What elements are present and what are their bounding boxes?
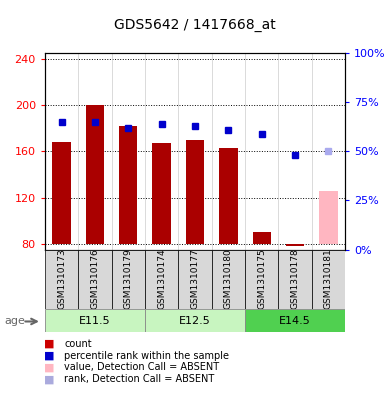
Bar <box>186 140 204 244</box>
Text: ■: ■ <box>44 339 54 349</box>
Bar <box>45 309 145 332</box>
Bar <box>286 244 304 246</box>
Bar <box>52 142 71 244</box>
Bar <box>319 191 338 244</box>
Bar <box>312 250 345 309</box>
Text: age: age <box>4 316 25 327</box>
Bar <box>212 250 245 309</box>
Bar <box>78 250 112 309</box>
Bar <box>145 309 245 332</box>
Text: ■: ■ <box>44 374 54 384</box>
Bar <box>245 250 278 309</box>
Text: GSM1310177: GSM1310177 <box>190 249 200 309</box>
Text: E14.5: E14.5 <box>279 316 311 326</box>
Bar <box>245 309 345 332</box>
Text: E12.5: E12.5 <box>179 316 211 326</box>
Text: GSM1310179: GSM1310179 <box>124 249 133 309</box>
Bar <box>152 143 171 244</box>
Text: GSM1310178: GSM1310178 <box>291 249 300 309</box>
Text: GSM1310175: GSM1310175 <box>257 249 266 309</box>
Text: GSM1310180: GSM1310180 <box>224 249 233 309</box>
Bar <box>86 105 104 244</box>
Bar <box>119 126 137 244</box>
Text: GDS5642 / 1417668_at: GDS5642 / 1417668_at <box>114 18 276 32</box>
Text: rank, Detection Call = ABSENT: rank, Detection Call = ABSENT <box>64 374 214 384</box>
Bar <box>253 232 271 244</box>
Bar <box>45 250 78 309</box>
Text: GSM1310174: GSM1310174 <box>157 249 166 309</box>
Bar <box>112 250 145 309</box>
Text: count: count <box>64 339 92 349</box>
Text: GSM1310173: GSM1310173 <box>57 249 66 309</box>
Text: percentile rank within the sample: percentile rank within the sample <box>64 351 229 361</box>
Text: GSM1310176: GSM1310176 <box>90 249 99 309</box>
Text: ■: ■ <box>44 351 54 361</box>
Text: E11.5: E11.5 <box>79 316 111 326</box>
Text: GSM1310181: GSM1310181 <box>324 249 333 309</box>
Bar <box>145 250 178 309</box>
Bar <box>278 250 312 309</box>
Text: ■: ■ <box>44 362 54 373</box>
Bar <box>178 250 212 309</box>
Text: value, Detection Call = ABSENT: value, Detection Call = ABSENT <box>64 362 220 373</box>
Bar <box>219 148 238 244</box>
